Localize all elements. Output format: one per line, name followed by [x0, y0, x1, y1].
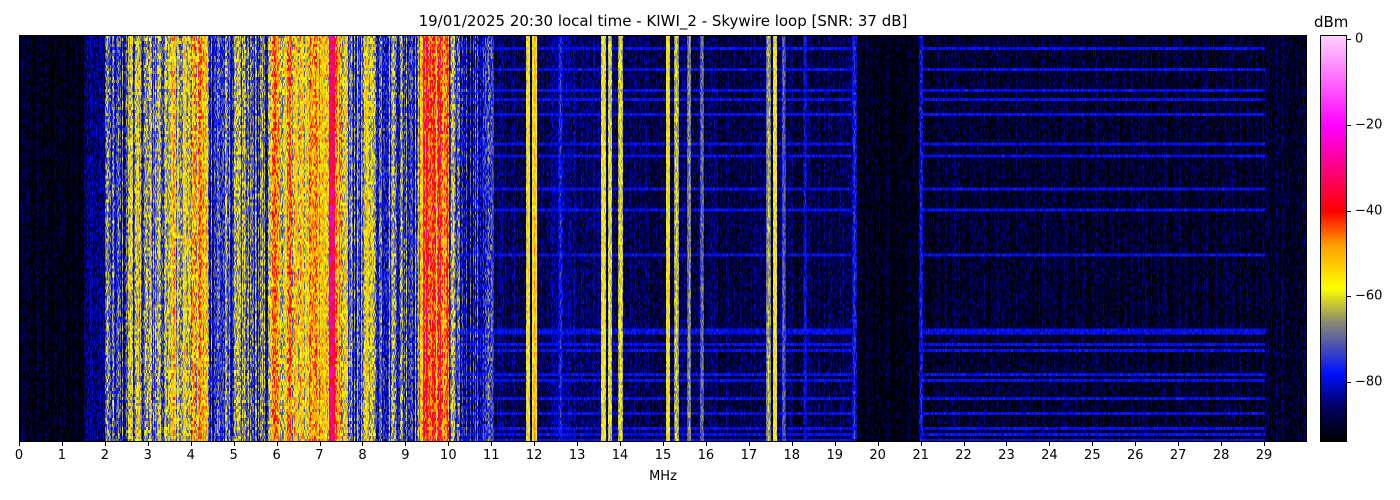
colorbar-tick-label: −80	[1355, 374, 1383, 390]
x-tick-label: 6	[272, 448, 281, 463]
colorbar-tick-label: −20	[1355, 117, 1383, 133]
x-tick-label: 9	[401, 448, 410, 463]
colorbar-tick	[1347, 39, 1351, 41]
x-tick	[61, 442, 63, 446]
x-tick-label: 19	[826, 448, 843, 463]
x-tick-label: 5	[229, 448, 238, 463]
x-tick-label: 23	[998, 448, 1015, 463]
x-tick-label: 25	[1084, 448, 1101, 463]
x-tick	[620, 442, 622, 446]
colorbar-tick-label: −40	[1355, 203, 1383, 219]
chart-title: 19/01/2025 20:30 local time - KIWI_2 - S…	[418, 12, 908, 30]
x-tick	[1264, 442, 1266, 446]
x-tick-label: 27	[1169, 448, 1187, 463]
plot-frame	[19, 35, 1307, 442]
x-tick	[663, 442, 664, 446]
colorbar-tick	[1347, 296, 1351, 298]
x-tick-label: 12	[525, 448, 543, 463]
colorbar-tick-label: 0	[1355, 31, 1364, 47]
x-tick-label: 10	[440, 448, 457, 463]
colorbar-tick	[1347, 210, 1351, 212]
x-tick-label: 4	[186, 448, 195, 463]
x-tick-label: 3	[143, 448, 152, 463]
x-tick	[1178, 442, 1180, 446]
colorbar-tick-label: −60	[1355, 288, 1383, 304]
x-tick-label: 26	[1126, 448, 1144, 463]
x-tick	[1006, 442, 1008, 446]
x-tick	[920, 442, 922, 446]
x-tick-label: 17	[740, 448, 758, 463]
x-tick-label: 13	[568, 448, 586, 463]
x-tick	[405, 442, 407, 446]
x-tick-label: 22	[955, 448, 972, 463]
x-tick-label: 0	[14, 448, 24, 463]
x-tick-label: 28	[1212, 448, 1230, 463]
x-tick	[1049, 442, 1051, 446]
x-tick	[577, 442, 579, 446]
x-tick-label: 8	[358, 448, 367, 463]
x-tick-label: 15	[654, 448, 672, 463]
x-tick	[448, 442, 450, 446]
x-tick	[534, 442, 536, 446]
x-tick	[190, 442, 192, 446]
x-tick-label: 18	[783, 448, 801, 463]
x-axis-label: MHz	[649, 469, 677, 484]
x-tick	[276, 442, 278, 446]
x-tick-label: 29	[1255, 448, 1273, 463]
x-tick	[791, 442, 793, 446]
colorbar-label: dBm	[1314, 13, 1349, 31]
colorbar-tick	[1347, 124, 1351, 126]
x-axis: 0 1 2 3 4 5 6 7 8 9 10 11 12 13 14 15 16 17 18 19 20 21 22 23 24…	[15, 442, 1307, 472]
spectrogram-heatmap	[19, 35, 1307, 442]
x-tick-label: 24	[1041, 448, 1058, 463]
x-tick	[834, 442, 836, 446]
x-tick	[705, 442, 707, 446]
x-tick-label: 16	[697, 448, 715, 463]
x-tick-label: 1	[57, 448, 67, 463]
x-tick-label: 11	[482, 448, 500, 463]
x-tick	[963, 442, 965, 446]
x-tick	[748, 442, 750, 446]
x-tick	[491, 442, 493, 446]
x-tick	[19, 442, 20, 446]
x-tick	[104, 442, 106, 446]
x-tick	[233, 442, 235, 446]
x-tick-label: 2	[100, 448, 109, 463]
x-tick	[1221, 442, 1223, 446]
x-tick-label: 7	[315, 448, 324, 463]
x-tick	[877, 442, 879, 446]
x-tick-label: 14	[611, 448, 629, 463]
colorbar	[1320, 35, 1347, 442]
x-tick-label: 20	[869, 448, 886, 463]
x-tick	[1092, 442, 1094, 446]
x-tick-label: 21	[912, 448, 929, 463]
x-tick	[362, 442, 364, 446]
x-tick	[319, 442, 321, 446]
x-tick	[1135, 442, 1137, 446]
colorbar-tick	[1347, 382, 1351, 384]
x-tick	[147, 442, 149, 446]
